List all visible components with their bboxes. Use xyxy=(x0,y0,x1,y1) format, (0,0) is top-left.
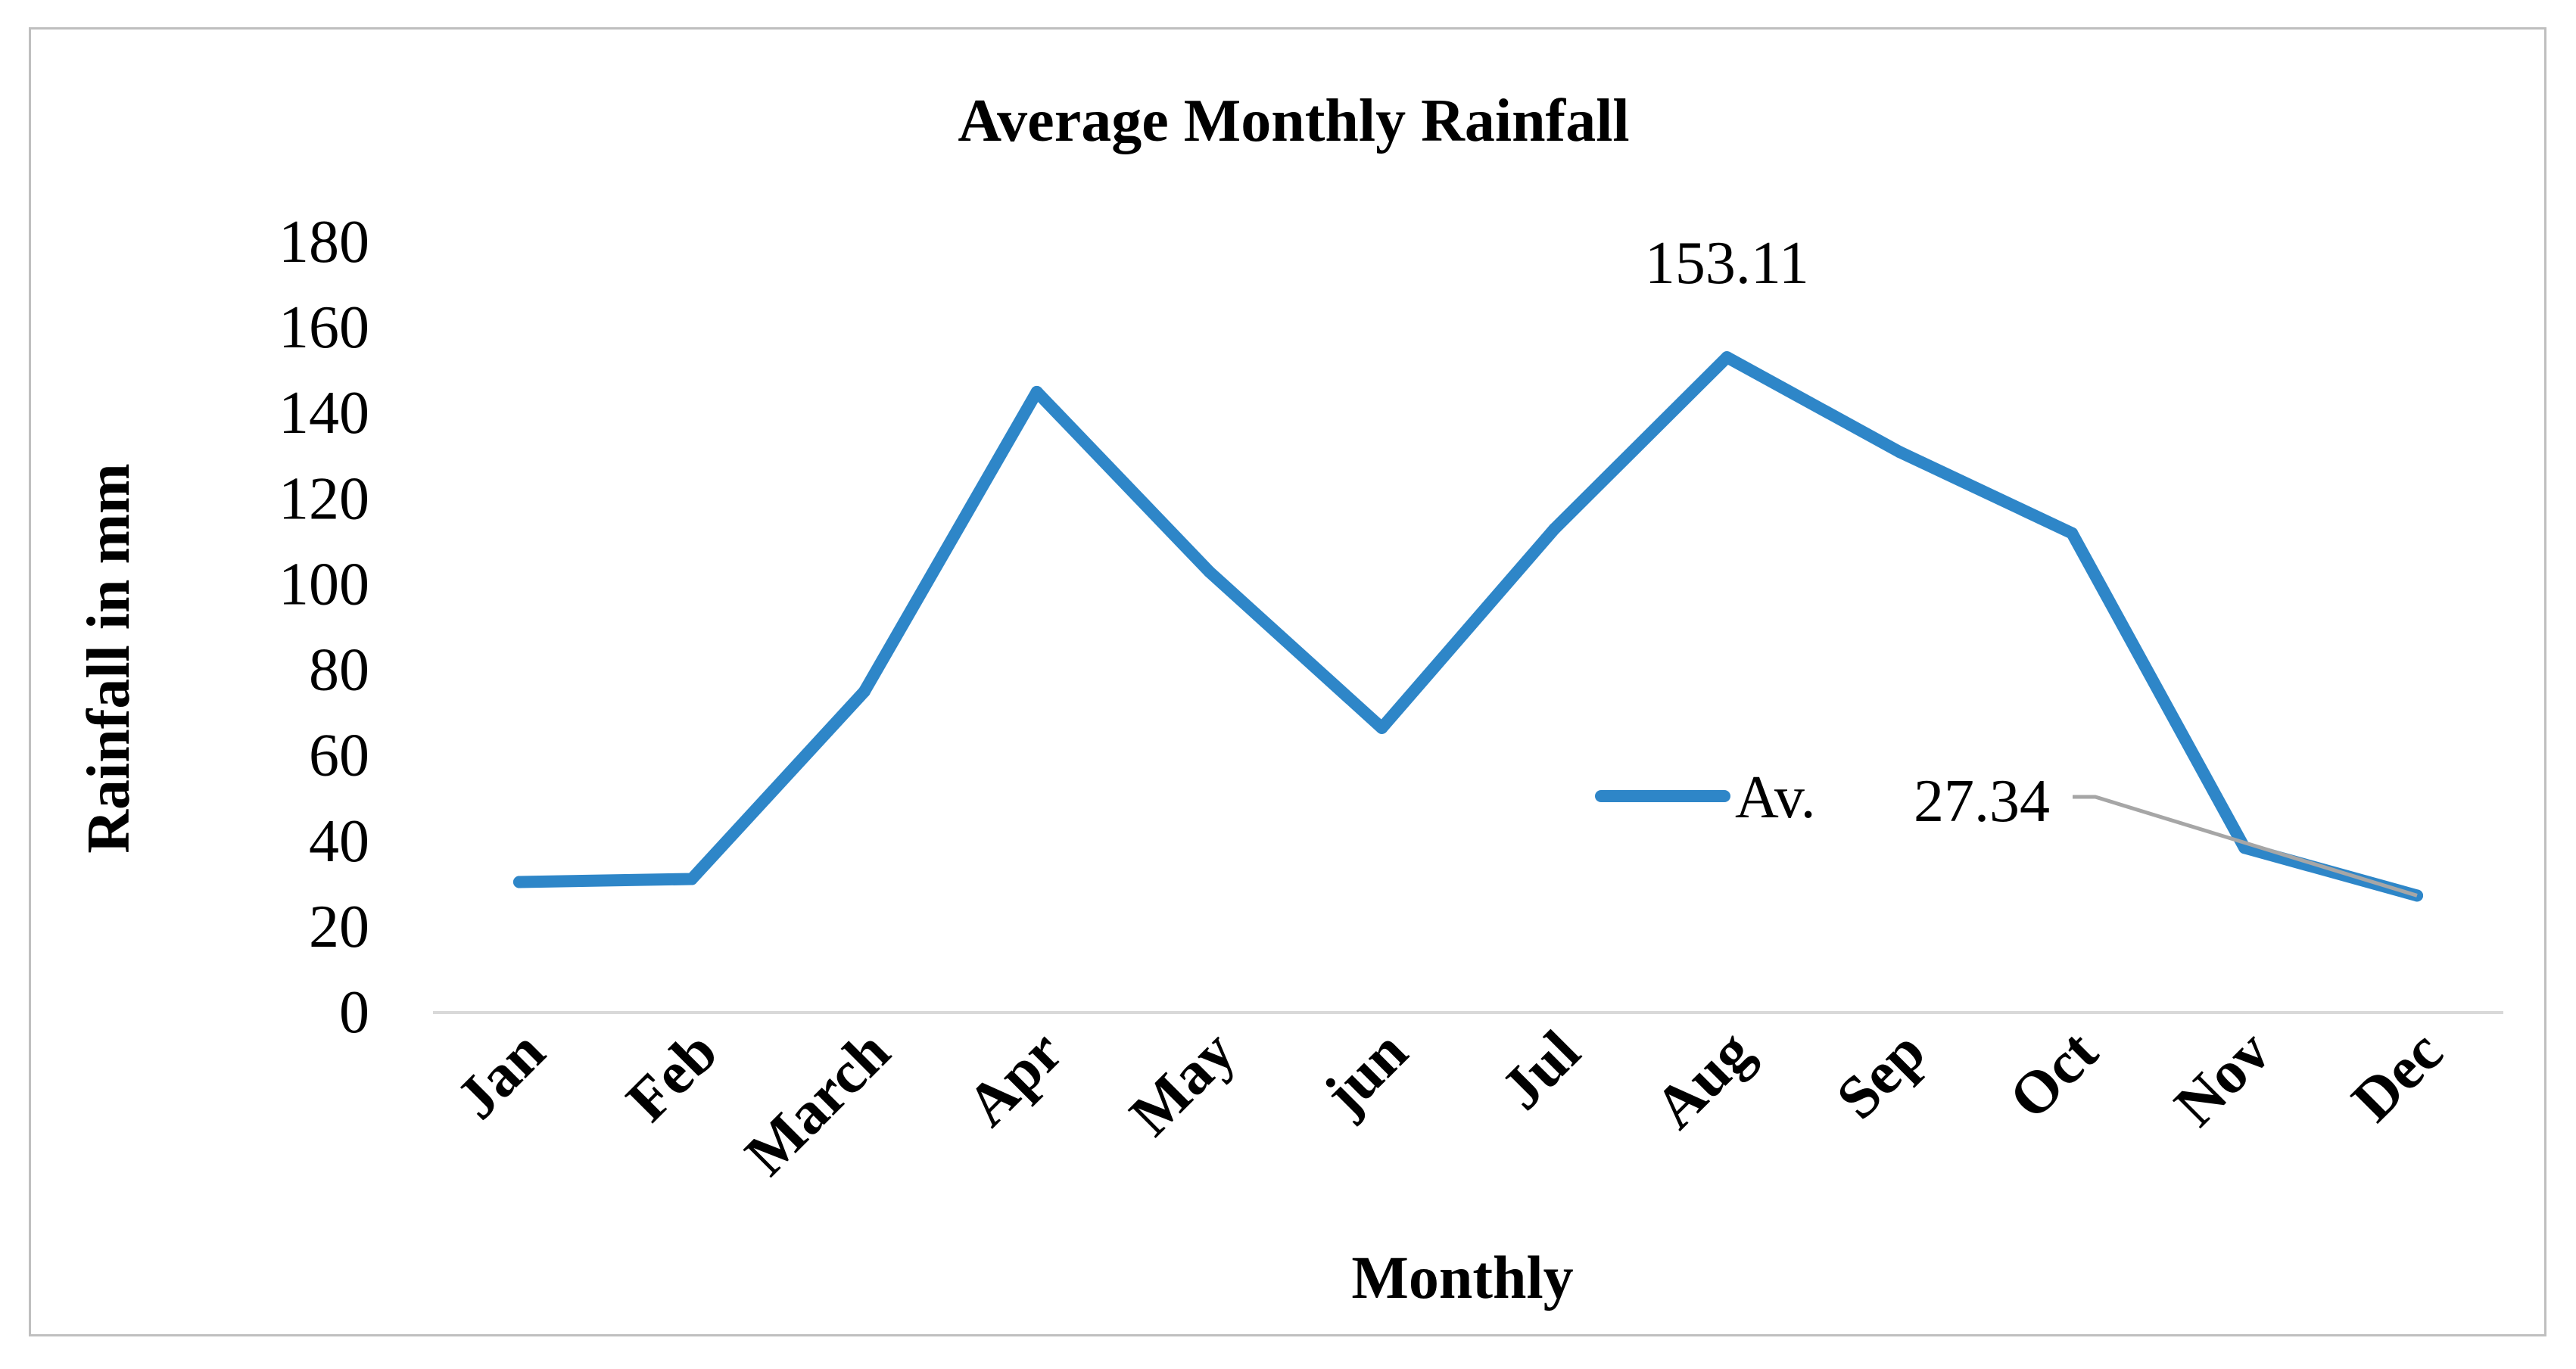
data-point xyxy=(858,685,871,698)
x-tick-label: Jan xyxy=(444,1019,557,1132)
y-tick-label: 40 xyxy=(309,808,369,875)
data-point xyxy=(1548,522,1561,535)
data-point xyxy=(1375,721,1388,734)
x-tick-label: Oct xyxy=(1997,1018,2110,1131)
x-tick-label: Aug xyxy=(1642,1019,1765,1142)
x-axis-label: Monthly xyxy=(1351,1245,1573,1311)
y-tick-label: 160 xyxy=(279,294,369,361)
x-tick-labels: Jan Feb March Apr May jun Jul Aug Sep Oct Nov Dec xyxy=(444,1018,2455,1188)
y-tick-labels: 0 20 40 60 80 100 120 140 160 180 xyxy=(279,209,369,1046)
y-tick-label: 60 xyxy=(309,723,369,789)
legend-label: Av. xyxy=(1735,764,1816,831)
data-label-leader-line xyxy=(2073,795,2418,898)
x-tick-label: March xyxy=(733,1019,903,1189)
chart-title: Average Monthly Rainfall xyxy=(958,88,1629,154)
data-point xyxy=(1030,385,1043,398)
x-tick-label: May xyxy=(1117,1019,1248,1149)
x-tick-label: Dec xyxy=(2339,1019,2455,1134)
legend: Av. xyxy=(1595,764,1816,831)
x-tick-label: Jul xyxy=(1488,1019,1593,1123)
data-point xyxy=(2411,889,2424,902)
y-tick-label: 140 xyxy=(279,380,369,446)
y-tick-label: 20 xyxy=(309,894,369,960)
y-axis-label: Rainfall in mm xyxy=(76,463,142,854)
data-labels: 153.11 27.34 xyxy=(1645,230,2418,898)
data-point xyxy=(2066,527,2079,540)
y-tick-label: 100 xyxy=(279,551,369,618)
y-tick-label: 80 xyxy=(309,637,369,704)
data-point xyxy=(1721,351,1733,364)
data-point xyxy=(1203,565,1216,578)
data-point xyxy=(512,876,525,888)
x-tick-label: Sep xyxy=(1824,1019,1938,1132)
chart-frame xyxy=(29,27,2546,1336)
series-layer xyxy=(512,351,2424,902)
y-tick-label: 120 xyxy=(279,465,369,532)
x-tick-label: Feb xyxy=(614,1019,730,1134)
x-tick-label: jun xyxy=(1311,1019,1421,1128)
series-line-rainfall xyxy=(513,351,2423,902)
x-tick-label: Nov xyxy=(2162,1019,2283,1140)
data-point xyxy=(685,873,698,885)
y-tick-label: 180 xyxy=(279,209,369,275)
data-label-peak: 153.11 xyxy=(1645,230,1809,297)
x-tick-label: Apr xyxy=(955,1019,1076,1140)
data-label-last: 27.34 xyxy=(1914,768,2050,835)
y-tick-label: 0 xyxy=(339,979,369,1046)
data-point xyxy=(1893,446,1906,459)
